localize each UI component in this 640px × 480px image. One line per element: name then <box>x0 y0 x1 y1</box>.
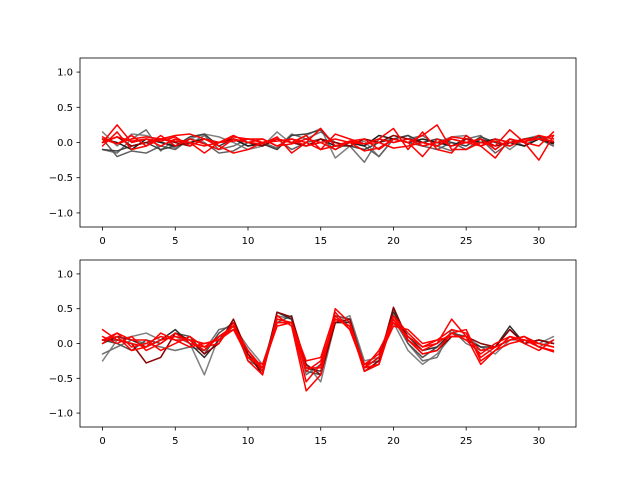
y-tick-label: 0.5 <box>57 304 73 315</box>
y-tick-label: 1.0 <box>57 68 73 79</box>
y-tick-label: 0.0 <box>57 339 73 350</box>
series-line-10 <box>101 136 555 147</box>
x-tick-label: 5 <box>172 436 178 447</box>
series-group <box>101 306 555 392</box>
y-tick-label: −1.0 <box>49 208 73 219</box>
x-tick-label: 10 <box>242 236 255 247</box>
x-tick-label: 20 <box>387 236 400 247</box>
y-tick-label: 1.0 <box>57 269 73 280</box>
y-tick-label: 0.0 <box>57 138 73 149</box>
y-tick-label: 0.5 <box>57 103 73 114</box>
series-line-8 <box>101 314 555 373</box>
top-axes: 0 5 10 15 20 25 30 −1.0 −0.5 0.0 0.5 1.0 <box>49 57 577 247</box>
x-tick-label: 30 <box>533 436 546 447</box>
x-tick-label: 0 <box>99 436 105 447</box>
x-tick-label: 15 <box>314 236 327 247</box>
x-tick-label: 20 <box>387 436 400 447</box>
x-tick-label: 10 <box>242 436 255 447</box>
x-tick-label: 5 <box>172 236 178 247</box>
bottom-axes: 0 5 10 15 20 25 30 −1.0 −0.5 0.0 0.5 1.0 <box>49 259 577 447</box>
series-line-8 <box>101 124 555 161</box>
series-group <box>101 124 555 163</box>
x-tick-label: 25 <box>460 236 473 247</box>
y-tick-label: −0.5 <box>49 173 73 184</box>
series-line-6 <box>101 127 555 158</box>
x-tick-label: 15 <box>314 436 327 447</box>
x-tick-label: 0 <box>99 236 105 247</box>
x-tick-label: 25 <box>460 436 473 447</box>
y-tick-label: −0.5 <box>49 374 73 385</box>
x-tick-label: 30 <box>533 236 546 247</box>
y-tick-label: −1.0 <box>49 409 73 420</box>
series-line-2 <box>101 138 555 158</box>
series-line-9 <box>101 311 555 369</box>
